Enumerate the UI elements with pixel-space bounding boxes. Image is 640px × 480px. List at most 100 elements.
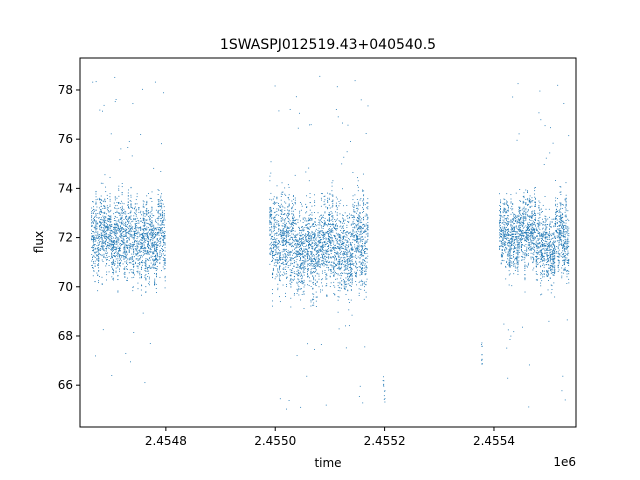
data-point xyxy=(280,199,282,201)
data-point xyxy=(162,210,164,212)
data-point xyxy=(283,250,285,252)
data-point xyxy=(145,286,147,288)
data-point xyxy=(92,231,94,232)
data-point xyxy=(318,264,320,266)
data-point xyxy=(160,227,162,229)
data-point xyxy=(325,264,327,266)
data-point xyxy=(107,207,108,209)
data-point xyxy=(95,199,97,201)
data-point xyxy=(148,193,149,194)
data-point xyxy=(356,239,358,241)
data-point xyxy=(305,255,307,257)
data-point xyxy=(157,240,159,241)
data-point xyxy=(126,253,128,255)
data-point xyxy=(361,273,363,275)
data-point xyxy=(356,236,358,238)
data-point xyxy=(329,244,331,246)
data-point xyxy=(102,235,104,237)
data-point xyxy=(347,217,349,219)
data-point xyxy=(324,221,326,223)
data-point xyxy=(289,265,291,266)
data-point xyxy=(113,231,114,233)
data-point xyxy=(321,246,323,248)
data-point xyxy=(93,232,95,234)
data-point xyxy=(154,281,155,283)
data-point xyxy=(307,276,308,278)
data-point xyxy=(343,279,344,280)
data-point xyxy=(364,245,366,247)
data-point xyxy=(133,263,135,265)
data-point xyxy=(149,215,151,217)
data-point xyxy=(150,211,152,212)
data-point xyxy=(348,246,349,248)
data-point xyxy=(141,254,142,256)
data-point xyxy=(293,218,295,220)
data-point xyxy=(339,260,341,262)
data-point xyxy=(311,251,313,253)
data-point xyxy=(334,219,336,220)
data-point xyxy=(350,268,352,270)
data-point xyxy=(298,279,300,281)
data-point xyxy=(347,273,349,275)
data-point xyxy=(154,250,156,252)
data-point xyxy=(153,262,155,264)
data-point xyxy=(309,213,311,215)
data-point xyxy=(296,258,298,260)
data-point xyxy=(144,235,146,237)
data-point xyxy=(140,234,142,236)
data-point xyxy=(108,264,110,266)
data-point xyxy=(305,203,307,205)
data-point xyxy=(296,245,298,247)
data-point xyxy=(136,247,138,249)
data-point xyxy=(335,229,337,231)
data-point xyxy=(134,234,135,236)
data-point xyxy=(124,266,126,268)
data-point xyxy=(306,244,307,246)
data-point xyxy=(144,276,146,278)
data-point xyxy=(321,285,323,287)
data-point xyxy=(276,214,278,216)
data-point xyxy=(132,103,134,105)
data-point xyxy=(281,257,283,259)
data-point xyxy=(159,263,161,264)
data-point xyxy=(327,225,329,227)
data-point xyxy=(366,214,368,216)
data-point xyxy=(339,234,341,235)
data-point xyxy=(282,239,284,241)
data-point xyxy=(332,247,334,249)
data-point xyxy=(322,252,324,254)
data-point xyxy=(335,202,337,204)
data-point xyxy=(145,291,147,293)
data-point xyxy=(310,251,312,253)
data-point xyxy=(317,251,319,253)
data-point xyxy=(117,254,119,256)
data-point xyxy=(283,244,285,246)
data-point xyxy=(105,227,107,229)
data-point xyxy=(347,240,349,242)
data-point xyxy=(116,240,118,242)
data-point xyxy=(317,255,319,257)
data-point xyxy=(108,245,110,247)
data-point xyxy=(358,246,360,248)
data-point xyxy=(131,256,133,258)
data-point xyxy=(322,257,324,259)
data-point xyxy=(130,196,132,198)
data-point xyxy=(139,249,141,251)
data-point xyxy=(318,222,320,224)
data-point xyxy=(310,260,312,262)
data-point xyxy=(115,242,117,244)
data-point xyxy=(295,261,297,263)
data-point xyxy=(142,236,144,238)
data-point xyxy=(297,246,299,248)
data-point xyxy=(162,203,164,205)
data-point xyxy=(319,234,321,236)
data-point xyxy=(287,233,289,235)
data-point xyxy=(93,219,95,221)
data-point xyxy=(284,224,286,225)
data-point xyxy=(302,233,304,235)
data-point xyxy=(312,242,314,244)
data-point xyxy=(349,252,351,254)
data-point xyxy=(270,213,272,215)
data-point xyxy=(307,255,308,257)
data-point xyxy=(141,237,143,238)
